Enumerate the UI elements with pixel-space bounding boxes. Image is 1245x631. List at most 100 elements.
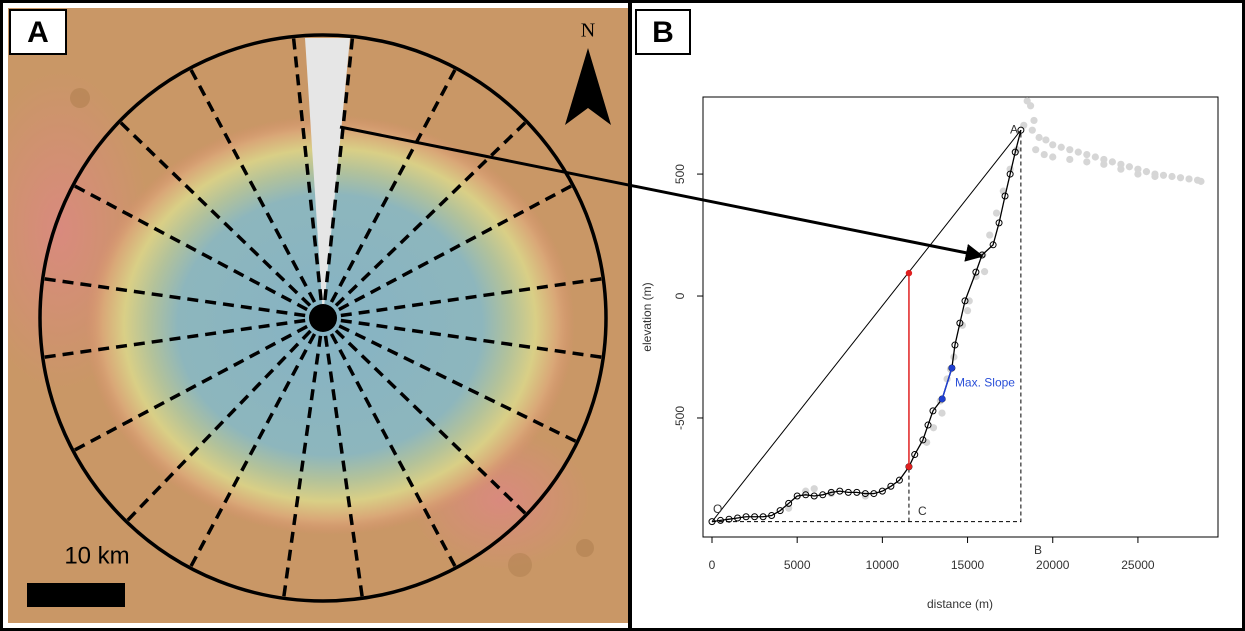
profile-point (956, 319, 964, 327)
crater-small (576, 539, 594, 557)
sector-line (72, 183, 308, 312)
annotation: O (713, 502, 722, 516)
plot: 0 5000 10000 15000 20000 25000 -500 0 500 O A B C Max… (673, 97, 1205, 572)
profile-point (870, 490, 878, 498)
sector-line (323, 335, 365, 599)
profile-point (887, 482, 895, 490)
sector-line (291, 36, 323, 301)
link-arrow (339, 125, 984, 262)
elevation-point (1074, 148, 1082, 156)
profile-point (810, 492, 818, 500)
elevation-point (1151, 172, 1159, 181)
panel-label: A (27, 16, 49, 49)
elevation-point (810, 485, 818, 493)
highlight-point (938, 395, 946, 403)
elevation-point (1125, 163, 1134, 171)
profile-point (929, 407, 937, 415)
elevation-point (1032, 146, 1040, 154)
elevation-point (1117, 165, 1125, 173)
sector-line (42, 276, 306, 318)
sector-line (72, 324, 308, 453)
profile-point (919, 436, 927, 444)
elevation-point (1176, 174, 1185, 182)
profile-point (717, 516, 725, 524)
sector-line (323, 36, 355, 301)
profile-point (1001, 192, 1009, 200)
elevation-point (802, 487, 810, 495)
profile-point (776, 507, 784, 515)
profile-point (878, 487, 886, 495)
elevation-point (1042, 136, 1050, 144)
north-label: N (581, 20, 595, 42)
elevation-point (1168, 172, 1176, 181)
profile-point (759, 513, 767, 521)
profile-point (911, 451, 919, 459)
sector-line (340, 318, 604, 360)
elevation-point (1142, 168, 1151, 176)
elevation-point (1049, 153, 1057, 161)
profile-point (924, 421, 932, 429)
profile-point (844, 488, 852, 496)
highlight-line (941, 367, 953, 400)
scale-label: 10 km (64, 542, 129, 569)
highlight-point (905, 463, 913, 470)
elevation-point (1197, 177, 1205, 185)
elevation-point (1066, 155, 1074, 164)
elevation-point (1028, 126, 1036, 134)
sector-line (334, 329, 528, 516)
y-axis-title: elevation (m) (640, 282, 654, 351)
x-tick-label: 0 (709, 558, 716, 572)
buffer-circle (38, 33, 608, 603)
sector-line (338, 183, 574, 312)
elevation-point (1040, 150, 1048, 159)
sector-line (329, 333, 458, 569)
x-tick-label: 25000 (1121, 558, 1155, 572)
profile-point (725, 515, 733, 523)
y-tick-label: -500 (673, 406, 687, 430)
profile-point (793, 492, 801, 500)
profile-point (995, 219, 1003, 227)
panel-label-box (9, 9, 67, 55)
crater-small (70, 88, 90, 108)
annotation: B (1034, 543, 1042, 557)
sector-line (334, 120, 528, 307)
sector-line (340, 276, 604, 318)
elevation-point (1185, 175, 1193, 183)
elevation-point (1030, 116, 1038, 125)
profile-point (895, 476, 903, 484)
plot-frame (702, 96, 1219, 538)
elevation-point (1159, 171, 1168, 179)
elevation-point (992, 209, 1001, 217)
crater-center (309, 304, 337, 332)
elevation-point (963, 307, 972, 315)
elevation-point (1134, 170, 1142, 178)
highlight-point (948, 364, 956, 372)
elevation-point (1100, 160, 1108, 168)
profile-point (708, 518, 716, 526)
elevation-point (980, 268, 989, 276)
profile-point (827, 488, 835, 496)
profile-point (734, 514, 742, 522)
elevation-point (1035, 133, 1043, 142)
elevation-point (1057, 143, 1065, 151)
profile-point (751, 513, 759, 521)
profile-point (785, 499, 793, 507)
profile-point (742, 513, 750, 521)
sector-line (281, 335, 323, 599)
sector-line (188, 67, 317, 303)
x-tick-label: 5000 (784, 558, 811, 572)
profile-point (768, 512, 776, 520)
sector-line (125, 329, 312, 523)
y-tick-label: 0 (673, 292, 687, 299)
annotation: Max. Slope (955, 375, 1015, 389)
elevation-point (1020, 121, 1028, 129)
profile-point (861, 490, 869, 498)
crater-small (508, 553, 532, 577)
y-tick-label: 500 (673, 164, 687, 184)
profile-point (989, 241, 997, 249)
guide-line (711, 129, 1022, 522)
elevation-point (1091, 153, 1099, 161)
elevation-point (986, 231, 994, 239)
